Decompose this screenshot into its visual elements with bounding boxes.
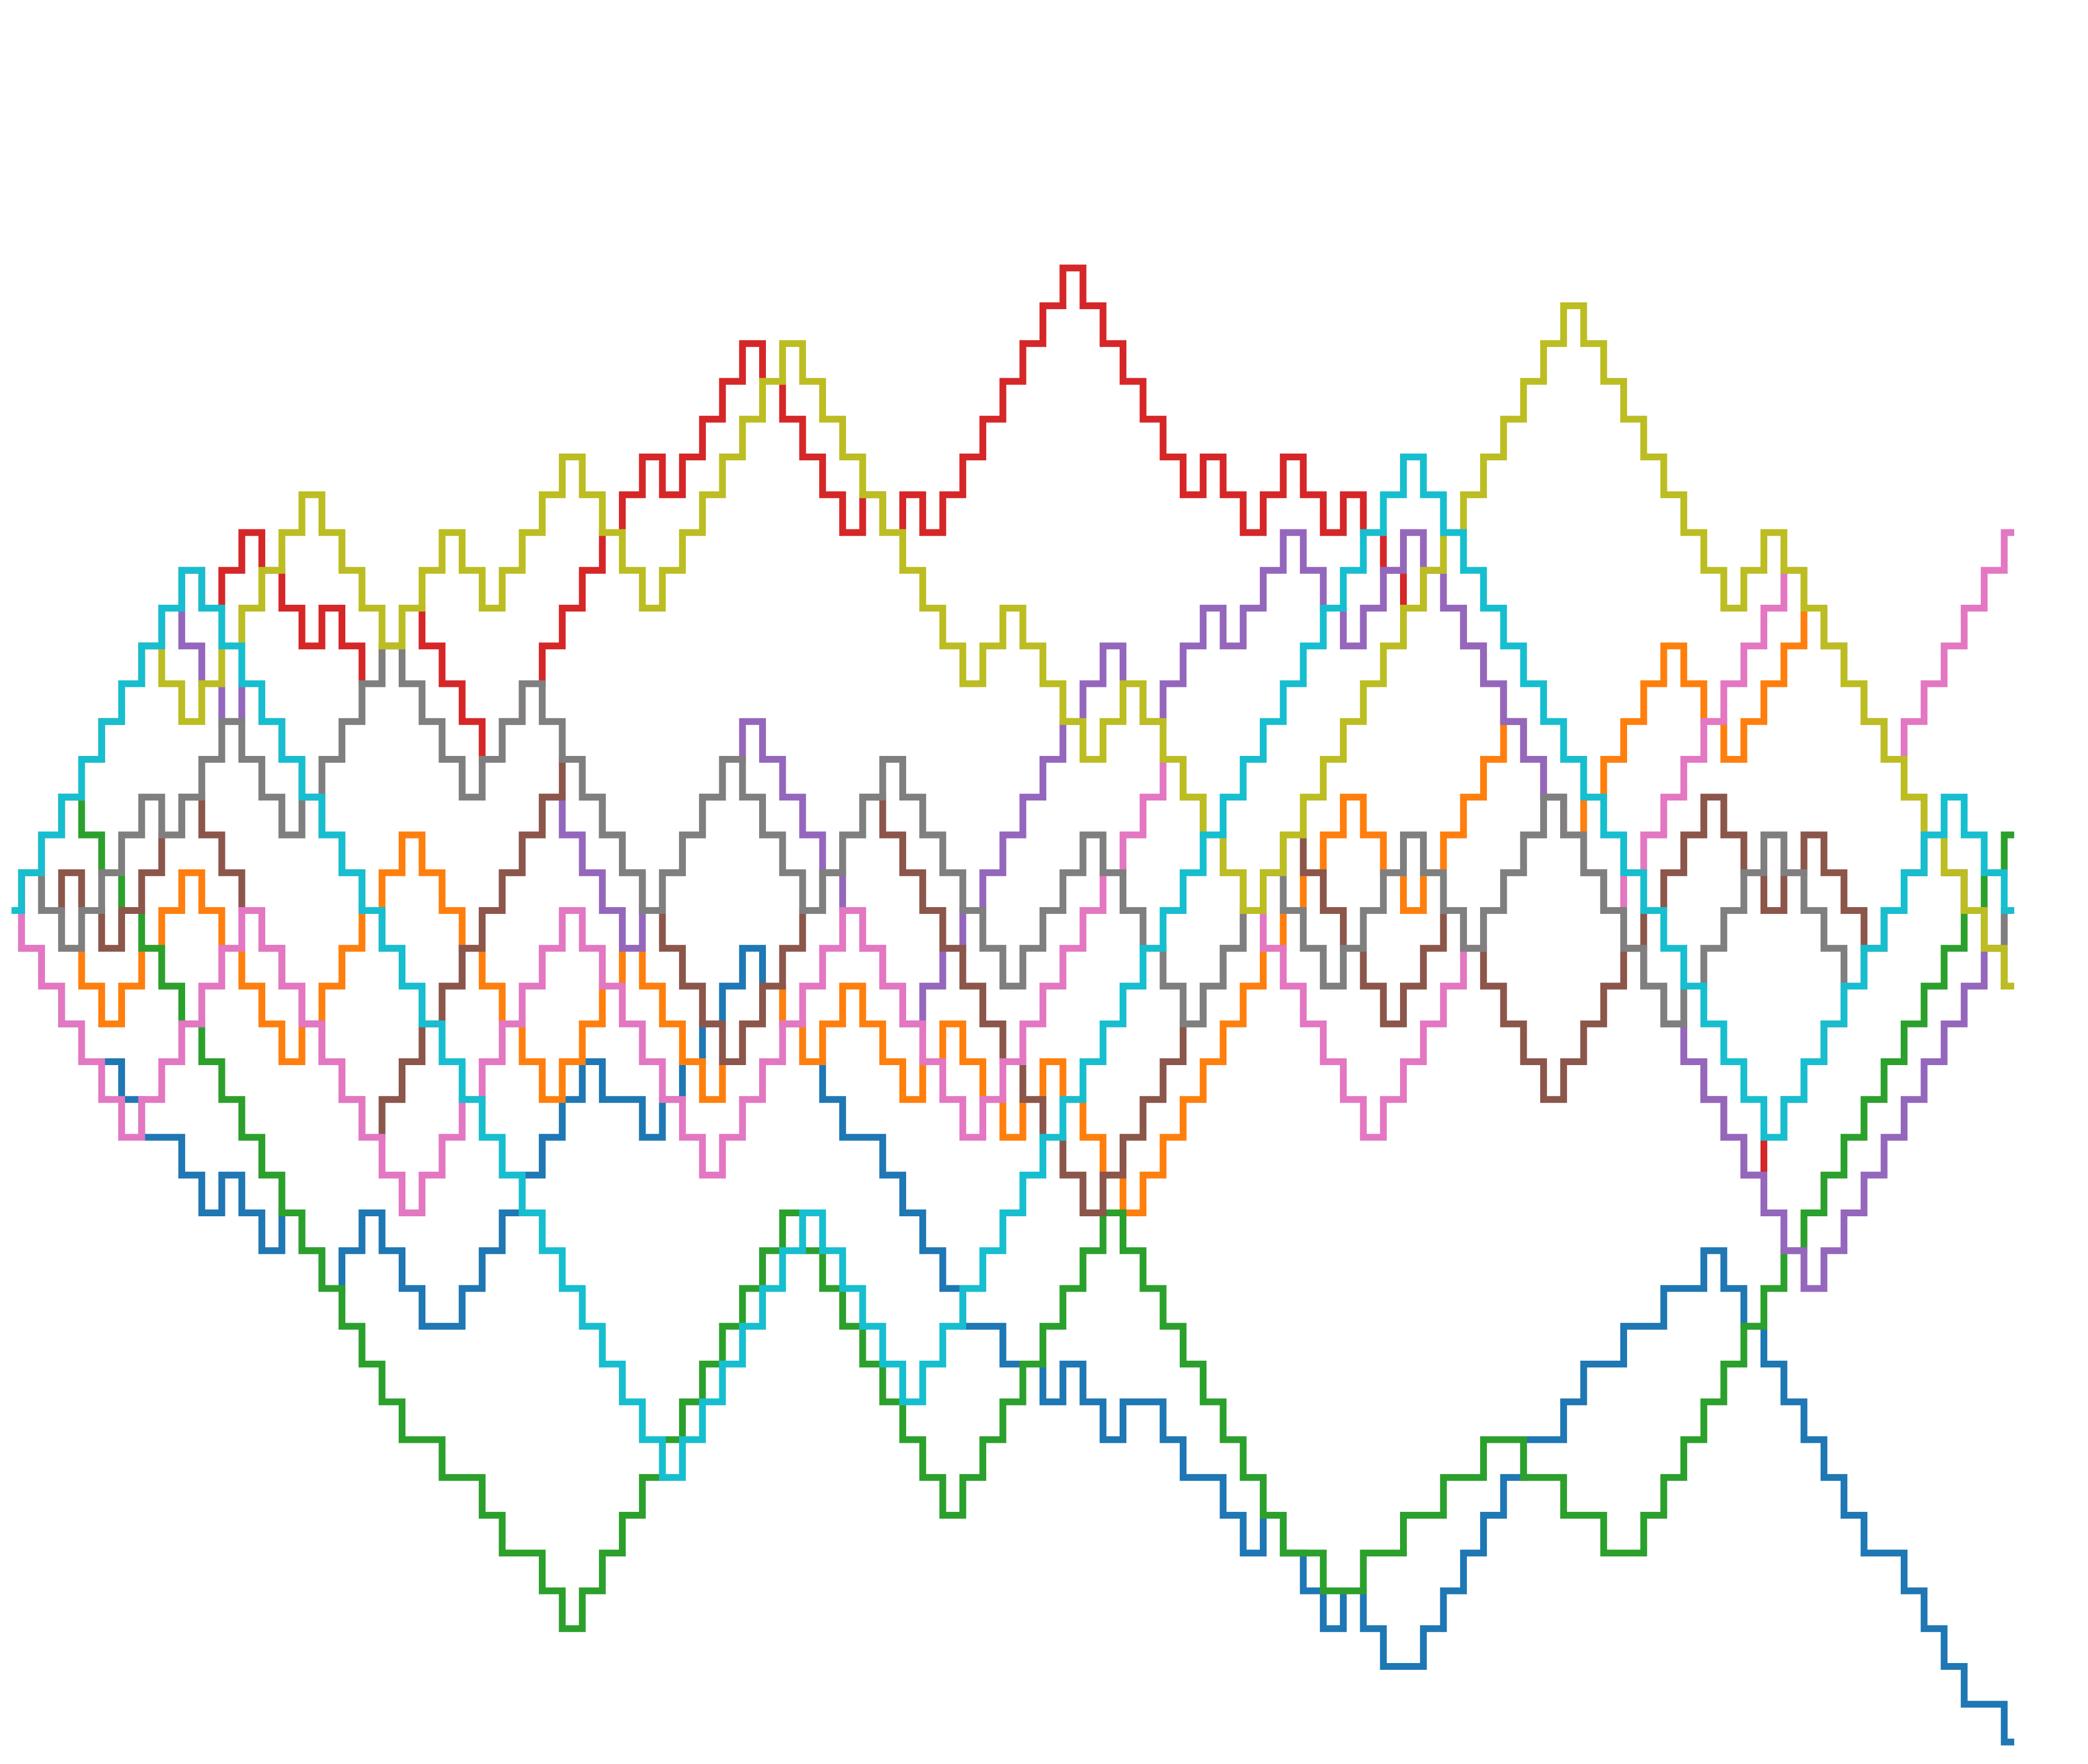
series-line-7	[12, 529, 2014, 1216]
series-line-2	[12, 605, 2014, 1216]
series-line-9	[12, 302, 2014, 990]
series-line-10	[12, 454, 2014, 1481]
series-line-1	[12, 907, 2014, 1746]
series-line-8	[12, 642, 2014, 1027]
series-layer	[12, 264, 2014, 1746]
series-line-3	[12, 794, 2014, 1632]
